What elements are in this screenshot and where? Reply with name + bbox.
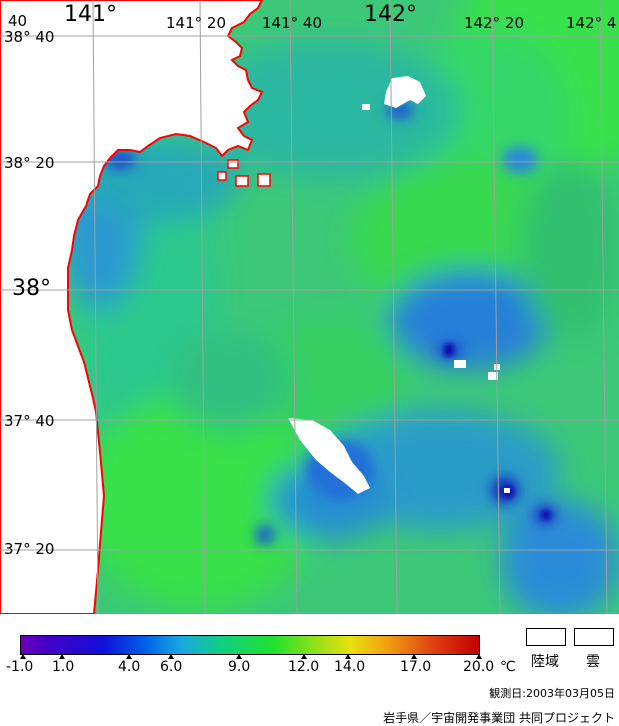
longitude-label-142: 142° — [364, 2, 417, 27]
tick-mark — [301, 654, 307, 659]
longitude-label-141-20: 141° 20 — [166, 14, 226, 32]
tick-label: 1.0 — [52, 659, 75, 675]
tick-label: 17.0 — [400, 659, 432, 675]
latitude-label-38: 38° — [12, 276, 51, 301]
longitude-label-142-20: 142° 20 — [464, 14, 524, 32]
tick-label: 14.0 — [334, 659, 366, 675]
coastal-islands — [217, 159, 271, 187]
tick-label: 12.0 — [288, 659, 320, 675]
longitude-label-141: 141° — [64, 2, 117, 27]
latitude-label-37-20: 37° 20 — [4, 540, 55, 558]
credit-text: 岩手県／宇宙開発事業団 共同プロジェクト — [383, 711, 615, 725]
land-label: 陸域 — [531, 654, 559, 670]
corner-label: 40 — [8, 12, 28, 30]
tick-mark — [20, 654, 26, 659]
sea-surface-temperature-map: 141° 141° 20 141° 40 142° 142° 20 142° 4… — [0, 0, 619, 614]
tick-label: 20.0 — [463, 659, 495, 675]
tick-mark — [345, 654, 351, 659]
tick-mark — [168, 654, 174, 659]
observation-date: 観測日:2003年03月05日 — [489, 687, 615, 700]
cloud-swatch — [574, 628, 614, 646]
tick-label: -1.0 — [6, 659, 34, 675]
unit-label: ℃ — [500, 659, 516, 675]
legend-panel: -1.0 1.0 4.0 6.0 9.0 12.0 14.0 17.0 20.0… — [0, 614, 619, 725]
tick-label: 6.0 — [160, 659, 183, 675]
tick-mark — [126, 654, 132, 659]
tick-mark — [236, 654, 242, 659]
cloud-patches — [288, 76, 510, 494]
latitude-label-38-20: 38° 20 — [4, 154, 55, 172]
cloud-label: 雲 — [586, 654, 600, 670]
land-swatch — [526, 628, 566, 646]
graticule — [0, 0, 619, 614]
tick-mark — [476, 654, 482, 659]
tick-mark — [411, 654, 417, 659]
tick-mark — [59, 654, 65, 659]
longitude-label-142-40: 142° 4 — [566, 14, 617, 32]
map-canvas — [0, 0, 619, 614]
tick-label: 4.0 — [118, 659, 141, 675]
temperature-colorbar — [20, 635, 480, 655]
longitude-label-141-40: 141° 40 — [262, 14, 322, 32]
tick-label: 9.0 — [228, 659, 251, 675]
latitude-label-37-40: 37° 40 — [4, 412, 55, 430]
latitude-label-38-40: 38° 40 — [4, 28, 55, 46]
